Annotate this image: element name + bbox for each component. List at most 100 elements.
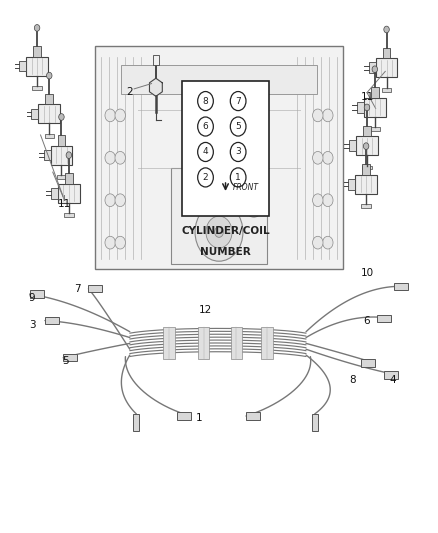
Bar [133, 414, 139, 431]
Circle shape [230, 168, 246, 187]
Circle shape [59, 114, 64, 120]
Circle shape [66, 152, 71, 158]
Circle shape [322, 194, 333, 207]
Circle shape [195, 203, 243, 261]
Bar [51, 188, 58, 199]
Circle shape [115, 151, 125, 164]
Circle shape [46, 72, 52, 79]
Text: 10: 10 [360, 269, 374, 278]
Bar [88, 285, 102, 293]
Circle shape [244, 194, 263, 217]
Circle shape [372, 66, 378, 72]
Text: 1: 1 [196, 413, 203, 423]
Bar [371, 87, 379, 98]
Text: 1: 1 [235, 173, 241, 182]
Polygon shape [149, 78, 162, 96]
Bar [355, 175, 377, 194]
Bar [198, 327, 209, 359]
Circle shape [198, 92, 213, 111]
Circle shape [105, 151, 116, 164]
Text: 3: 3 [29, 320, 36, 330]
Bar [30, 290, 44, 298]
Text: 8: 8 [350, 375, 357, 385]
Circle shape [34, 25, 40, 31]
Bar [45, 134, 54, 138]
Circle shape [364, 143, 369, 149]
Bar [369, 62, 376, 73]
Bar [63, 354, 77, 361]
Bar [376, 58, 397, 77]
Bar [44, 150, 51, 160]
Text: 6: 6 [203, 122, 208, 131]
Bar [348, 179, 355, 190]
Bar [361, 204, 371, 208]
Bar [370, 127, 379, 131]
Bar [65, 173, 73, 184]
Bar [231, 327, 242, 359]
Bar [153, 55, 159, 65]
Text: 5: 5 [63, 356, 69, 366]
Circle shape [322, 236, 333, 249]
Text: 2: 2 [203, 173, 208, 182]
Circle shape [313, 194, 323, 207]
Bar [349, 140, 356, 151]
Bar [57, 175, 66, 179]
Text: 5: 5 [235, 122, 241, 131]
Text: 12: 12 [198, 305, 212, 315]
Bar [364, 98, 385, 117]
Text: CYLINDER/COIL: CYLINDER/COIL [181, 225, 270, 236]
Circle shape [198, 142, 213, 161]
Text: 2: 2 [127, 86, 133, 96]
Circle shape [105, 109, 116, 122]
Bar [64, 213, 74, 217]
Bar [361, 359, 375, 367]
Circle shape [313, 236, 323, 249]
Circle shape [115, 236, 125, 249]
Circle shape [105, 236, 116, 249]
Circle shape [384, 26, 389, 33]
Bar [26, 56, 48, 76]
Bar [356, 136, 378, 155]
Bar [32, 86, 42, 90]
Circle shape [364, 104, 370, 111]
Circle shape [313, 151, 323, 164]
Bar [39, 104, 60, 123]
Circle shape [230, 117, 246, 136]
Circle shape [105, 194, 116, 207]
Text: NUMBER: NUMBER [200, 247, 251, 257]
Text: 3: 3 [235, 148, 241, 157]
Circle shape [230, 142, 246, 161]
Text: 7: 7 [74, 284, 81, 294]
Bar [58, 184, 80, 203]
Bar [171, 168, 267, 264]
Bar [19, 61, 26, 71]
Circle shape [206, 216, 232, 248]
Bar [182, 81, 269, 216]
Bar [121, 65, 317, 94]
Bar [383, 47, 391, 58]
Text: 6: 6 [363, 316, 369, 326]
Bar [261, 327, 272, 359]
Bar [362, 164, 370, 175]
Bar [362, 166, 372, 169]
Bar [163, 327, 175, 359]
Circle shape [322, 109, 333, 122]
Bar [377, 315, 391, 322]
Text: 4: 4 [390, 375, 396, 385]
Bar [312, 414, 318, 431]
Bar [382, 88, 391, 92]
Circle shape [230, 92, 246, 111]
Circle shape [313, 109, 323, 122]
Text: 11: 11 [360, 92, 374, 102]
Text: 7: 7 [235, 96, 241, 106]
Bar [246, 413, 260, 419]
Circle shape [115, 194, 125, 207]
Bar [57, 135, 65, 146]
Bar [45, 317, 59, 324]
Bar [385, 372, 398, 379]
Bar [177, 413, 191, 419]
Circle shape [198, 168, 213, 187]
Text: 9: 9 [28, 293, 35, 303]
Bar [32, 109, 39, 119]
Bar [51, 146, 72, 165]
